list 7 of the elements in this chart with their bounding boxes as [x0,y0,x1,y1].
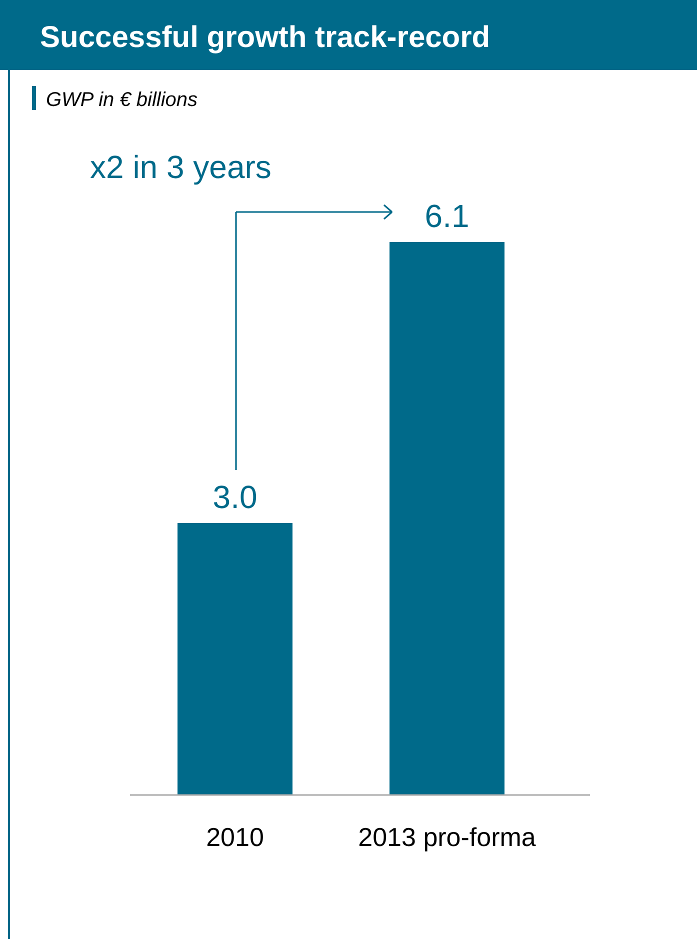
data-label: 3.0 [212,479,258,516]
x-tick-label: 2010 [206,822,264,852]
x-tick-label: 2013 pro-forma [358,822,536,852]
text: x2 in 3 years [90,149,272,185]
chart-subtitle: GWP in € billions [46,89,198,111]
data-label: 6.1 [424,198,470,234]
chart-title: Successful growth track-record [40,21,490,54]
